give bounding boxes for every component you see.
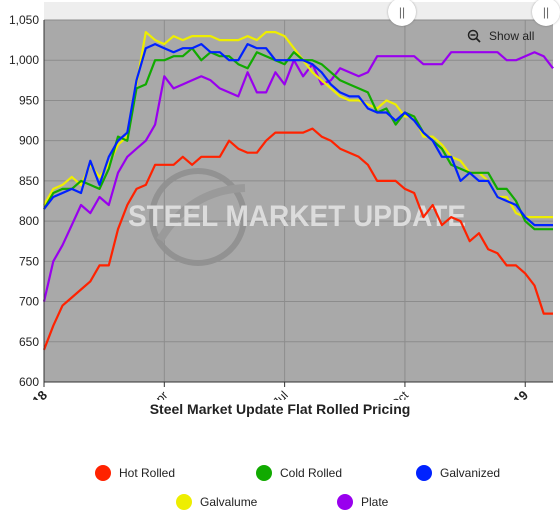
- navigator-right-handle[interactable]: ||: [532, 0, 560, 26]
- y-axis: 600 650 700 750 800 850 900 950 1,000 1,050: [9, 13, 39, 389]
- x-tick-label: Jul: [270, 388, 291, 400]
- watermark: STEEL MARKET UPDATE: [128, 168, 466, 266]
- series-line-galvanized[interactable]: [43, 42, 553, 227]
- legend-item-hot-rolled[interactable]: Hot Rolled: [95, 465, 175, 481]
- legend-dot: [95, 465, 111, 481]
- watermark-text: STEEL MARKET UPDATE: [128, 200, 466, 233]
- y-tick-label: 850: [19, 174, 39, 188]
- watermark-globe: [149, 168, 247, 266]
- x-tick-label: Apr: [147, 388, 170, 400]
- y-tick-label: 800: [19, 214, 39, 228]
- legend-label: Galvalume: [200, 495, 258, 509]
- legend-dot: [176, 494, 192, 510]
- legend-label: Galvanized: [440, 466, 501, 480]
- y-tick-label: 700: [19, 295, 39, 309]
- series-line-cold-rolled[interactable]: [43, 47, 553, 231]
- navigator-bar[interactable]: [44, 2, 553, 20]
- show-all-label: Show all: [489, 29, 535, 43]
- legend: Hot Rolled Cold Rolled Galvanized Galval…: [0, 455, 560, 515]
- zoom-out-icon: [467, 29, 481, 43]
- legend-label: Hot Rolled: [119, 466, 176, 480]
- y-tick-label: 950: [19, 93, 39, 107]
- watermark-swoosh: [156, 184, 246, 243]
- y-tick-label: 750: [19, 254, 39, 268]
- legend-item-galvalume[interactable]: Galvalume: [176, 494, 257, 510]
- y-tick-label: 650: [19, 335, 39, 349]
- legend-item-plate[interactable]: Plate: [337, 494, 388, 510]
- y-tick-label: 600: [19, 375, 39, 389]
- grid: [44, 19, 553, 383]
- y-tick-label: 900: [19, 134, 39, 148]
- legend-dot: [416, 465, 432, 481]
- legend-item-galvanized[interactable]: Galvanized: [416, 465, 500, 481]
- series-line-plate[interactable]: [42, 51, 554, 302]
- show-all-button[interactable]: Show all: [467, 29, 534, 43]
- chart-title: Steel Market Update Flat Rolled Pricing: [149, 401, 411, 417]
- y-tick-label: 1,000: [9, 53, 39, 67]
- y-tick-label: 1,050: [9, 13, 39, 27]
- legend-dot: [256, 465, 272, 481]
- handle-grip-icon: ||: [398, 5, 406, 19]
- x-tick-label: 2019: [500, 388, 531, 400]
- series-line-hot-rolled[interactable]: [42, 127, 553, 351]
- x-axis: 2018 Apr Jul Oct 2019: [19, 382, 531, 400]
- handle-grip-icon: ||: [542, 5, 550, 19]
- legend-dot: [337, 494, 353, 510]
- legend-label: Plate: [361, 495, 389, 509]
- x-tick-label: Oct: [388, 388, 412, 400]
- chart: STEEL MARKET UPDATE 600 650 700 750 800 850 90…: [9, 2, 554, 400]
- legend-label: Cold Rolled: [280, 466, 343, 480]
- navigator-left-handle[interactable]: ||: [388, 0, 416, 26]
- x-tick-label: 2018: [19, 388, 50, 400]
- legend-item-cold-rolled[interactable]: Cold Rolled: [256, 465, 342, 481]
- series-layer: [42, 30, 554, 351]
